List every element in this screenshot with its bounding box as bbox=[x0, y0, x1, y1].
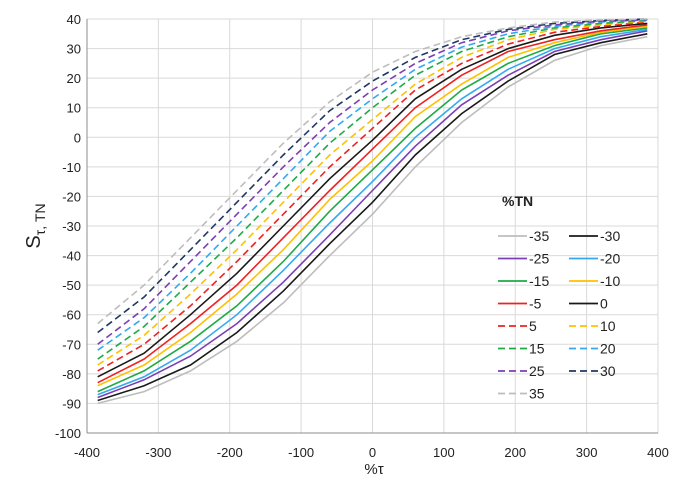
series-line bbox=[97, 33, 648, 402]
series-line bbox=[97, 18, 648, 325]
series-lines bbox=[97, 18, 648, 405]
series-line bbox=[97, 18, 648, 345]
x-tick-label: 400 bbox=[647, 445, 669, 460]
legend-label: -35 bbox=[529, 228, 549, 244]
y-tick-label: -50 bbox=[62, 278, 81, 293]
legend-label: 15 bbox=[529, 341, 545, 357]
y-tick-label: -30 bbox=[62, 219, 81, 234]
y-tick-label: -20 bbox=[62, 189, 81, 204]
legend-label: -30 bbox=[600, 228, 620, 244]
series-line bbox=[97, 19, 648, 360]
series-line bbox=[97, 19, 648, 351]
series-line bbox=[97, 20, 648, 366]
y-axis-label: Sτ, TN bbox=[23, 203, 48, 248]
y-tick-label: -70 bbox=[62, 337, 81, 352]
y-tick-label: 10 bbox=[67, 101, 81, 116]
legend-title: %TN bbox=[502, 193, 533, 209]
legend-label: -20 bbox=[600, 251, 620, 267]
x-tick-label: 300 bbox=[576, 445, 598, 460]
series-line bbox=[97, 28, 648, 396]
series-line bbox=[97, 30, 648, 399]
y-tick-label: 0 bbox=[74, 130, 81, 145]
x-tick-label: -400 bbox=[74, 445, 100, 460]
x-tick-label: -300 bbox=[145, 445, 171, 460]
legend-label: -5 bbox=[529, 296, 542, 312]
x-axis-label: %τ bbox=[364, 461, 383, 478]
y-tick-label: 40 bbox=[67, 12, 81, 27]
series-line bbox=[97, 35, 648, 405]
x-tick-label: 100 bbox=[433, 445, 455, 460]
legend-label: -15 bbox=[529, 273, 549, 289]
y-tick-label: -40 bbox=[62, 249, 81, 264]
y-tick-label: -10 bbox=[62, 160, 81, 175]
y-axis-label-main: S bbox=[23, 235, 45, 248]
y-tick-label: -90 bbox=[62, 396, 81, 411]
legend-label: 0 bbox=[600, 296, 608, 312]
series-line bbox=[97, 25, 648, 387]
x-tick-label: -100 bbox=[288, 445, 314, 460]
y-tick-label: -100 bbox=[55, 426, 81, 441]
series-line bbox=[97, 18, 648, 334]
x-tick-label: -200 bbox=[217, 445, 243, 460]
tick-labels: -100-90-80-70-60-50-40-30-20-10010203040… bbox=[55, 12, 669, 460]
y-tick-label: -80 bbox=[62, 367, 81, 382]
y-tick-label: -60 bbox=[62, 308, 81, 323]
legend-label: -10 bbox=[600, 273, 620, 289]
y-tick-label: 30 bbox=[67, 42, 81, 57]
series-line bbox=[97, 21, 648, 372]
y-axis-label-subscript: τ, TN bbox=[32, 203, 48, 235]
legend-label: 5 bbox=[529, 318, 537, 334]
legend-label: -25 bbox=[529, 251, 549, 267]
series-line bbox=[97, 24, 648, 384]
x-tick-label: 0 bbox=[369, 445, 376, 460]
legend-label: 35 bbox=[529, 386, 545, 402]
legend-label: 20 bbox=[600, 341, 616, 357]
legend: -35 -30 -25 -20 -15 -10 -5 0 5 10 15 20 25 30 35 bbox=[498, 228, 620, 402]
legend-label: 30 bbox=[600, 363, 616, 379]
series-line bbox=[97, 27, 648, 393]
legend-label: 10 bbox=[600, 318, 616, 334]
x-tick-label: 200 bbox=[504, 445, 526, 460]
axes bbox=[86, 19, 658, 434]
y-tick-label: 20 bbox=[67, 71, 81, 86]
legend-label: 25 bbox=[529, 363, 545, 379]
series-line bbox=[97, 22, 648, 378]
